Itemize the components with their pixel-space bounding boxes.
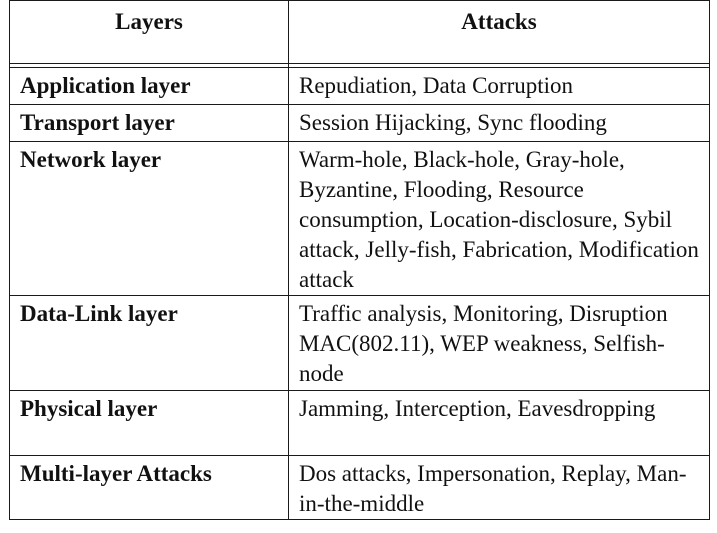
layer-cell: Network layer <box>9 141 289 296</box>
header-layers: Layers <box>9 0 289 64</box>
table-row: Data-Link layer Traffic analysis, Monito… <box>9 295 710 391</box>
table-row: Physical layer Jamming, Interception, Ea… <box>9 390 710 456</box>
table-row: Transport layer Session Hijacking, Sync … <box>9 104 710 142</box>
layer-cell: Data-Link layer <box>9 295 289 391</box>
attacks-cell: Session Hijacking, Sync flooding <box>288 104 710 142</box>
attacks-cell: Traffic analysis, Monitoring, Disruption… <box>288 295 710 391</box>
table-row: Network layer Warm-hole, Black-hole, Gra… <box>9 141 710 296</box>
attacks-by-layer-table: Layers Attacks Application layer Repudia… <box>9 0 710 520</box>
layer-cell: Physical layer <box>9 390 289 456</box>
attacks-cell: Warm-hole, Black-hole, Gray-hole, Byzant… <box>288 141 710 296</box>
header-attacks: Attacks <box>288 0 710 64</box>
layer-cell: Transport layer <box>9 104 289 142</box>
attacks-cell: Repudiation, Data Corruption <box>288 67 710 105</box>
attacks-cell: Dos attacks, Impersonation, Replay, Man-… <box>288 455 710 520</box>
table-row: Multi-layer Attacks Dos attacks, Imperso… <box>9 455 710 520</box>
layer-cell: Multi-layer Attacks <box>9 455 289 520</box>
attacks-cell: Jamming, Interception, Eavesdropping <box>288 390 710 456</box>
table-header-row: Layers Attacks <box>9 0 710 64</box>
table-row: Application layer Repudiation, Data Corr… <box>9 67 710 105</box>
layer-cell: Application layer <box>9 67 289 105</box>
